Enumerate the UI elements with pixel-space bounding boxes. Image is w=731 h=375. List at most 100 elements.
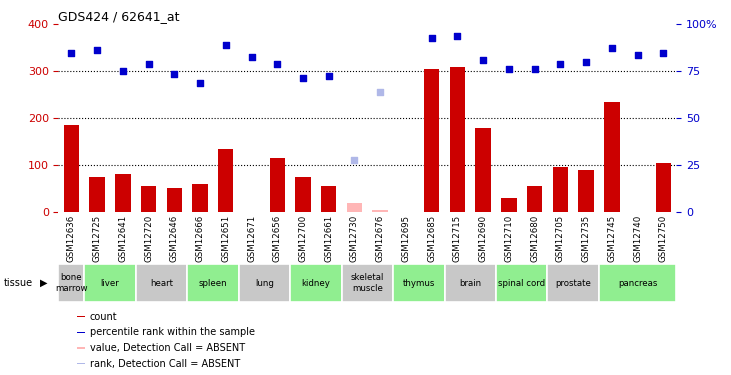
- Bar: [444, 264, 496, 302]
- Point: [143, 61, 154, 67]
- Bar: [187, 264, 238, 302]
- Bar: [58, 264, 84, 302]
- Bar: [424, 69, 439, 212]
- Text: GSM12690: GSM12690: [479, 214, 488, 262]
- Text: GSM12651: GSM12651: [221, 214, 230, 262]
- Text: ▶: ▶: [39, 278, 47, 288]
- Bar: [270, 158, 285, 212]
- Bar: [141, 186, 156, 212]
- Bar: [450, 67, 465, 212]
- Text: liver: liver: [101, 279, 119, 288]
- Text: GSM12725: GSM12725: [93, 214, 102, 262]
- Bar: [341, 264, 393, 302]
- Text: GSM12740: GSM12740: [633, 214, 642, 262]
- Point: [91, 47, 103, 53]
- Text: brain: brain: [459, 279, 481, 288]
- Bar: [475, 128, 491, 212]
- Bar: [77, 347, 85, 349]
- Bar: [295, 177, 311, 212]
- Point: [323, 73, 335, 79]
- Bar: [599, 264, 676, 302]
- Text: GSM12685: GSM12685: [427, 214, 436, 262]
- Bar: [373, 210, 388, 212]
- Point: [349, 158, 360, 164]
- Point: [529, 66, 540, 72]
- Text: spleen: spleen: [199, 279, 227, 288]
- Text: GSM12656: GSM12656: [273, 214, 281, 262]
- Text: GSM12705: GSM12705: [556, 214, 565, 262]
- Point: [426, 36, 438, 42]
- Text: GSM12750: GSM12750: [659, 214, 668, 262]
- Text: spinal cord: spinal cord: [499, 279, 545, 288]
- Text: tissue: tissue: [4, 278, 33, 288]
- Text: rank, Detection Call = ABSENT: rank, Detection Call = ABSENT: [90, 358, 240, 369]
- Bar: [192, 184, 208, 212]
- Bar: [77, 332, 85, 333]
- Text: GSM12646: GSM12646: [170, 214, 179, 262]
- Bar: [167, 188, 182, 212]
- Point: [555, 61, 567, 67]
- Point: [117, 68, 129, 74]
- Text: GSM12641: GSM12641: [118, 214, 127, 262]
- Text: GSM12720: GSM12720: [144, 214, 153, 262]
- Bar: [548, 264, 599, 302]
- Bar: [89, 177, 105, 212]
- Text: percentile rank within the sample: percentile rank within the sample: [90, 327, 254, 337]
- Text: GSM12710: GSM12710: [504, 214, 513, 262]
- Bar: [496, 264, 548, 302]
- Bar: [656, 163, 671, 212]
- Point: [632, 52, 643, 58]
- Point: [297, 75, 308, 81]
- Point: [271, 61, 283, 67]
- Bar: [553, 167, 568, 212]
- Bar: [238, 264, 290, 302]
- Bar: [321, 186, 336, 212]
- Text: GSM12695: GSM12695: [401, 214, 410, 262]
- Text: lung: lung: [255, 279, 274, 288]
- Bar: [578, 170, 594, 212]
- Bar: [115, 174, 131, 212]
- Bar: [527, 186, 542, 212]
- Text: GSM12745: GSM12745: [607, 214, 616, 262]
- Bar: [136, 264, 187, 302]
- Point: [168, 70, 180, 76]
- Text: GDS424 / 62641_at: GDS424 / 62641_at: [58, 10, 180, 23]
- Text: GSM12715: GSM12715: [453, 214, 462, 262]
- Text: kidney: kidney: [301, 279, 330, 288]
- Bar: [346, 202, 362, 212]
- Point: [503, 66, 515, 72]
- Text: heart: heart: [150, 279, 173, 288]
- Bar: [290, 264, 341, 302]
- Point: [477, 57, 489, 63]
- Text: value, Detection Call = ABSENT: value, Detection Call = ABSENT: [90, 343, 245, 353]
- Text: GSM12671: GSM12671: [247, 214, 256, 262]
- Text: GSM12680: GSM12680: [530, 214, 539, 262]
- Point: [580, 59, 592, 65]
- Point: [452, 33, 463, 39]
- Bar: [218, 148, 233, 212]
- Text: GSM12666: GSM12666: [195, 214, 205, 262]
- Point: [194, 80, 206, 86]
- Text: prostate: prostate: [556, 279, 591, 288]
- Text: bone
marrow: bone marrow: [55, 273, 88, 293]
- Text: GSM12735: GSM12735: [582, 214, 591, 262]
- Point: [220, 42, 232, 48]
- Point: [657, 50, 669, 55]
- Text: GSM12730: GSM12730: [350, 214, 359, 262]
- Text: GSM12700: GSM12700: [298, 214, 308, 262]
- Point: [606, 45, 618, 51]
- Bar: [64, 125, 79, 212]
- Bar: [501, 198, 517, 212]
- Text: pancreas: pancreas: [618, 279, 657, 288]
- Point: [66, 50, 77, 55]
- Point: [374, 89, 386, 95]
- Bar: [77, 363, 85, 364]
- Point: [246, 54, 257, 60]
- Text: GSM12661: GSM12661: [325, 214, 333, 262]
- Text: GSM12636: GSM12636: [67, 214, 76, 262]
- Text: GSM12676: GSM12676: [376, 214, 385, 262]
- Text: thymus: thymus: [403, 279, 435, 288]
- Text: count: count: [90, 312, 118, 322]
- Bar: [84, 264, 136, 302]
- Bar: [393, 264, 444, 302]
